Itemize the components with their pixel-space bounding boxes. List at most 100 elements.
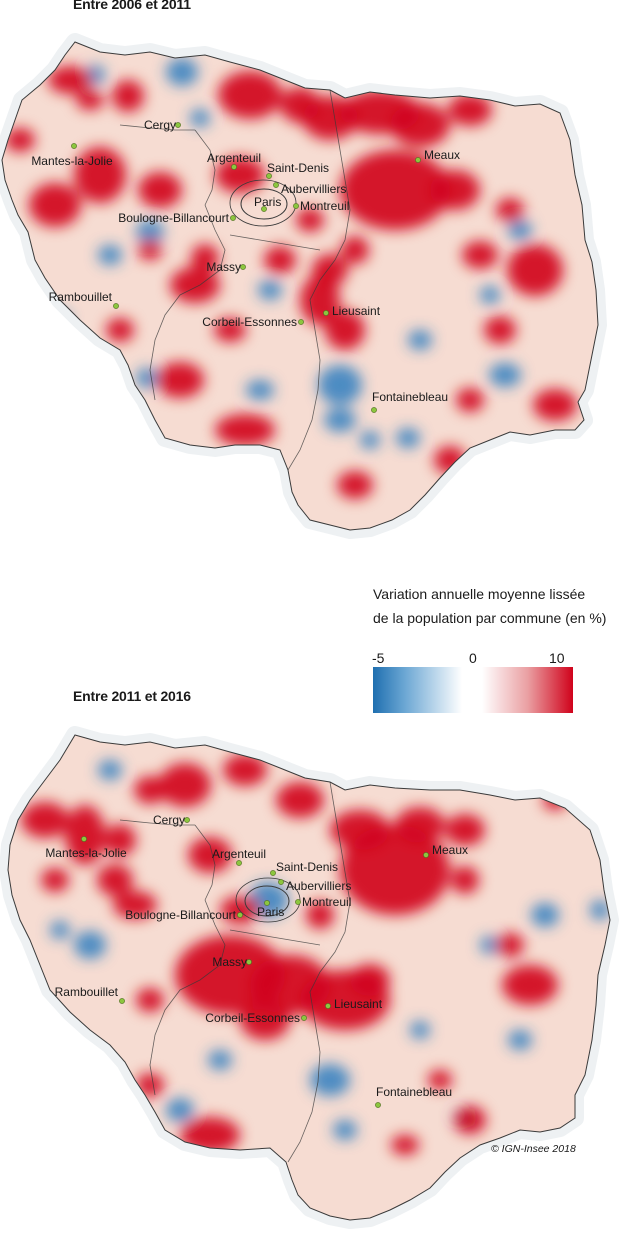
city-marker [266, 173, 272, 179]
map-title-2006-2011: Entre 2006 et 2011 [73, 0, 191, 12]
negative-variation-area [136, 220, 164, 244]
positive-variation-area [112, 80, 144, 112]
map-2011-2016: Cergy Mantes-la-Jolie Argenteuil Saint-Deni… [0, 726, 619, 1229]
positive-variation-area [215, 414, 275, 446]
city-marker [293, 203, 299, 209]
positive-variation-area [428, 1070, 452, 1090]
negative-variation-area [360, 431, 380, 449]
region-border [1, 41, 599, 531]
city-label: Paris [254, 195, 281, 209]
negative-variation-area [98, 760, 122, 780]
negative-variation-area [98, 245, 122, 265]
paris-border [244, 885, 290, 917]
legend-title: Variation annuelle moyenne lissée de la … [373, 582, 606, 630]
city-marker [119, 998, 125, 1004]
city-marker [240, 264, 246, 270]
legend-title-line1: Variation annuelle moyenne lissée [373, 586, 586, 602]
positive-variation-area [76, 90, 104, 110]
positive-variation-area [138, 240, 162, 260]
negative-variation-area [333, 1120, 357, 1140]
positive-variation-area [496, 933, 524, 957]
city-marker [264, 900, 270, 906]
positive-variation-area [214, 318, 246, 342]
negative-variation-area [74, 931, 106, 959]
negative-variation-area [489, 363, 521, 387]
city-marker [230, 215, 236, 221]
city-marker [298, 319, 304, 325]
map-title-2011-2016: Entre 2011 et 2016 [73, 688, 191, 704]
negative-variation-area [50, 921, 70, 939]
positive-variation-area [306, 901, 334, 929]
positive-variation-area [312, 254, 348, 286]
positive-variation-area [106, 318, 134, 342]
city-marker [273, 182, 279, 188]
positive-variation-area [502, 965, 558, 1005]
positive-variation-area [456, 388, 484, 412]
positive-variation-area [454, 1106, 486, 1134]
region-border [7, 734, 611, 1221]
positive-variation-area [390, 103, 450, 147]
paris-border [240, 188, 288, 220]
city-marker [415, 157, 421, 163]
city-label: Cergy [144, 118, 176, 132]
negative-variation-area [590, 900, 610, 920]
positive-variation-area [156, 362, 204, 398]
legend-tick-max: 10 [549, 650, 565, 666]
legend-title-line2: de la population par commune (en %) [373, 610, 607, 626]
city-label: Montreuil [300, 199, 349, 213]
positive-variation-area [300, 275, 340, 325]
negative-variation-area [246, 380, 274, 400]
positive-variation-area [136, 1073, 164, 1097]
city-label: Fontainebleau [376, 1085, 452, 1099]
positive-variation-area [215, 157, 265, 193]
map-2006-2011: Cergy Mantes-la-Jolie Argenteuil Saint-Deni… [0, 33, 607, 539]
negative-variation-area [190, 109, 210, 127]
city-label: Paris [257, 905, 284, 919]
city-label: Cergy [153, 813, 185, 827]
positive-variation-area [445, 814, 485, 846]
city-marker [423, 852, 429, 858]
city-label: Massy [206, 260, 241, 274]
department-border [194, 824, 216, 901]
positive-variation-area [191, 244, 219, 272]
negative-variation-area [408, 330, 432, 350]
department-border [149, 204, 226, 401]
department-border [229, 929, 321, 946]
positive-variation-area [448, 94, 492, 126]
negative-variation-area [208, 1050, 232, 1070]
city-label: Meaux [432, 843, 468, 857]
negative-variation-area [136, 368, 160, 388]
negative-variation-area [310, 1064, 350, 1096]
positive-variation-area [29, 183, 81, 227]
positive-variation-area [451, 866, 479, 894]
city-marker [236, 860, 242, 866]
city-marker [295, 899, 301, 905]
negative-variation-area [396, 428, 420, 448]
negative-variation-area [531, 903, 559, 927]
city-label: Fontainebleau [372, 390, 448, 404]
department-border [149, 899, 226, 1096]
city-marker [71, 143, 77, 149]
legend-positive-bar [482, 667, 573, 713]
city-marker [237, 912, 243, 918]
positive-variation-area [350, 964, 390, 996]
city-label: Lieusaint [334, 997, 383, 1011]
negative-variation-area [318, 365, 362, 405]
negative-variation-area [480, 286, 500, 304]
city-label: Saint-Denis [276, 860, 338, 874]
negative-variation-area [258, 280, 282, 300]
department-border [287, 89, 351, 471]
negative-variation-area [508, 220, 532, 240]
legend-tick-min: -5 [372, 650, 385, 666]
positive-variation-area [159, 763, 211, 807]
city-marker [375, 1102, 381, 1108]
city-label: Argenteuil [207, 151, 261, 165]
negative-variation-area [410, 1021, 430, 1039]
positive-variation-area [395, 807, 445, 843]
city-label: Montreuil [302, 895, 351, 909]
positive-variation-area [276, 782, 324, 818]
city-marker [325, 1003, 331, 1009]
positive-variation-area [496, 198, 524, 222]
city-marker [261, 206, 267, 212]
positive-variation-area [65, 805, 105, 865]
